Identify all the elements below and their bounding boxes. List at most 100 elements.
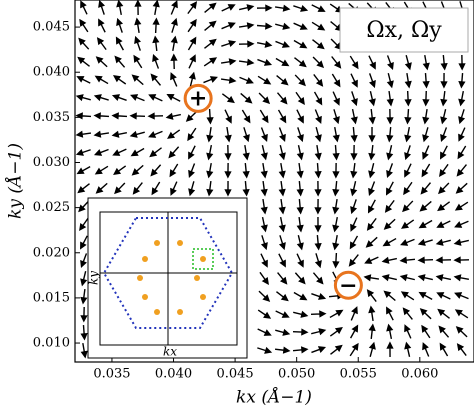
arrow [332,162,340,179]
y-tick-label: 0.020 [33,245,70,260]
arrow [366,289,377,303]
y-tick-label: 0.025 [33,200,70,215]
x-axis-label: kx (Å−1) [236,387,312,408]
arrow [350,91,358,107]
y-tick-label: 0.035 [33,110,70,125]
arrow [111,112,128,120]
arrow [293,4,309,12]
arrow [421,324,431,339]
arrow [296,109,304,124]
arrow [417,274,433,282]
arrow [454,292,469,300]
arrow [275,328,291,336]
arrow [275,40,290,48]
arrow [331,73,341,88]
arrow [349,324,359,339]
arrow [349,342,359,357]
arrow [112,75,127,85]
arrow [368,144,376,161]
arrow [275,310,290,318]
arrow [148,94,163,102]
arrow [80,342,88,359]
annotation-box [339,7,469,53]
arrow [278,253,286,268]
arrow [311,328,327,336]
arrow [152,53,160,69]
arrow [166,129,181,139]
arrow [440,127,448,143]
arrow [258,92,271,105]
arrow [257,75,272,85]
arrow [350,73,358,88]
arrow [404,90,412,107]
arrow [437,308,450,319]
arrow [274,346,291,354]
arrow [204,2,217,13]
arrow [332,126,340,143]
arrow [220,76,237,84]
arrow [134,0,142,16]
arrow [314,253,322,269]
arrow [440,90,448,107]
arrow [187,18,197,33]
arrow [368,163,376,179]
arrow [329,309,344,319]
arrow [98,0,106,15]
arrow [150,73,162,86]
arrow [293,291,308,301]
arrow [381,274,397,282]
arrow [348,254,359,267]
arrow [260,217,268,233]
arrow [224,144,232,161]
arrow [403,181,413,196]
arrow [275,57,290,67]
arrow [276,291,289,302]
arrow [458,72,466,89]
arrow [294,57,307,68]
arrow [296,145,304,161]
arrow [350,126,358,143]
arrow [170,181,178,196]
arrow [78,37,90,50]
arrow [224,126,232,143]
arrow [368,108,376,125]
arrow [170,53,178,70]
arrow [332,109,340,125]
arrow [258,290,271,302]
arrow [206,108,214,125]
arrow [366,217,377,231]
arrow [129,112,146,120]
arrow [256,4,273,12]
arrow [404,145,412,161]
arrow [131,164,144,176]
arrow [440,109,448,125]
arrow [435,238,451,246]
arrow [418,291,433,300]
arrow [422,108,430,125]
arrow [330,344,343,355]
arrow [314,234,322,251]
arrow [458,109,466,125]
arrow [168,146,180,159]
arrow [386,145,394,161]
arrow [418,219,433,229]
arrow [150,164,162,177]
arrow [79,217,89,232]
arrow [404,163,412,178]
arrow [274,4,291,12]
arrow [242,162,250,179]
arrow [134,17,142,34]
arrow [259,109,269,124]
arrow [402,200,414,213]
arrow [204,20,217,31]
x-tick-label: 0.045 [216,367,253,382]
vector-field [75,0,470,359]
arrow [148,130,163,138]
arrow [206,180,214,197]
arrow [438,325,450,338]
arrow [385,181,394,196]
arrow [95,182,108,194]
arrow [203,57,218,67]
arrow [95,56,108,68]
arrow [349,55,359,70]
